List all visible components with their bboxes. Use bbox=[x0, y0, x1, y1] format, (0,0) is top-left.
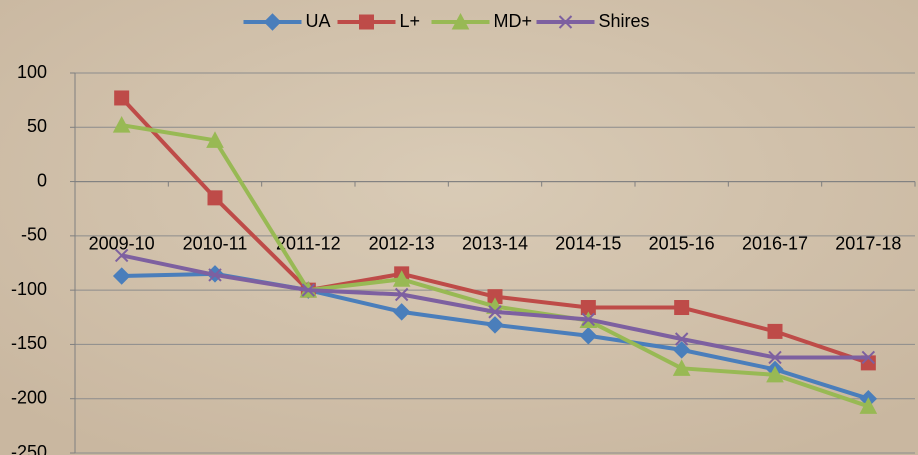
data-point bbox=[672, 359, 691, 376]
data-point bbox=[208, 268, 222, 282]
x-tick-label: 2011-12 bbox=[276, 233, 341, 253]
data-point bbox=[488, 305, 502, 319]
data-point bbox=[674, 332, 689, 346]
data-point bbox=[301, 283, 316, 297]
legend-marker bbox=[558, 15, 573, 29]
data-point bbox=[486, 316, 504, 334]
legend-marker bbox=[359, 14, 374, 30]
x-tick-label: 2009-10 bbox=[89, 233, 155, 253]
x-tick-label: 2015-16 bbox=[649, 233, 715, 253]
data-point bbox=[112, 267, 131, 285]
y-tick-label: -200 bbox=[11, 387, 47, 407]
data-point bbox=[674, 300, 690, 316]
data-point bbox=[767, 323, 783, 339]
x-tick-label: 2010-11 bbox=[183, 233, 248, 253]
data-point bbox=[206, 131, 224, 148]
y-tick-label: -150 bbox=[11, 333, 47, 353]
data-point bbox=[207, 190, 223, 206]
data-point bbox=[394, 287, 409, 302]
data-point bbox=[859, 397, 878, 414]
y-tick-label: -100 bbox=[11, 279, 47, 299]
data-point bbox=[114, 248, 129, 263]
x-tick-label: 2013-14 bbox=[462, 233, 528, 253]
data-point bbox=[579, 327, 598, 345]
x-tick-label: 2012-13 bbox=[369, 233, 435, 253]
legend-label: MD+ bbox=[494, 11, 533, 31]
data-point bbox=[766, 365, 784, 383]
y-tick-label: -250 bbox=[11, 442, 47, 455]
data-point bbox=[768, 350, 782, 365]
y-tick-label: 0 bbox=[37, 170, 47, 190]
x-tick-label: 2016-17 bbox=[742, 233, 808, 253]
data-point bbox=[672, 341, 691, 359]
legend-marker bbox=[263, 13, 282, 31]
data-point bbox=[581, 312, 596, 327]
y-tick-label: 50 bbox=[27, 116, 47, 136]
legend-label: L+ bbox=[400, 11, 421, 31]
data-point bbox=[392, 303, 411, 321]
x-tick-label: 2014-15 bbox=[555, 233, 621, 253]
data-point bbox=[861, 350, 876, 365]
x-tick-label: 2017-18 bbox=[835, 233, 901, 253]
data-point bbox=[112, 116, 131, 133]
legend-label: UA bbox=[306, 11, 331, 31]
data-point bbox=[392, 270, 411, 287]
y-tick-label: -50 bbox=[21, 225, 47, 245]
y-tick-label: 100 bbox=[17, 62, 47, 82]
data-point bbox=[114, 90, 130, 106]
legend-marker bbox=[451, 12, 470, 30]
legend-label: Shires bbox=[599, 11, 650, 31]
